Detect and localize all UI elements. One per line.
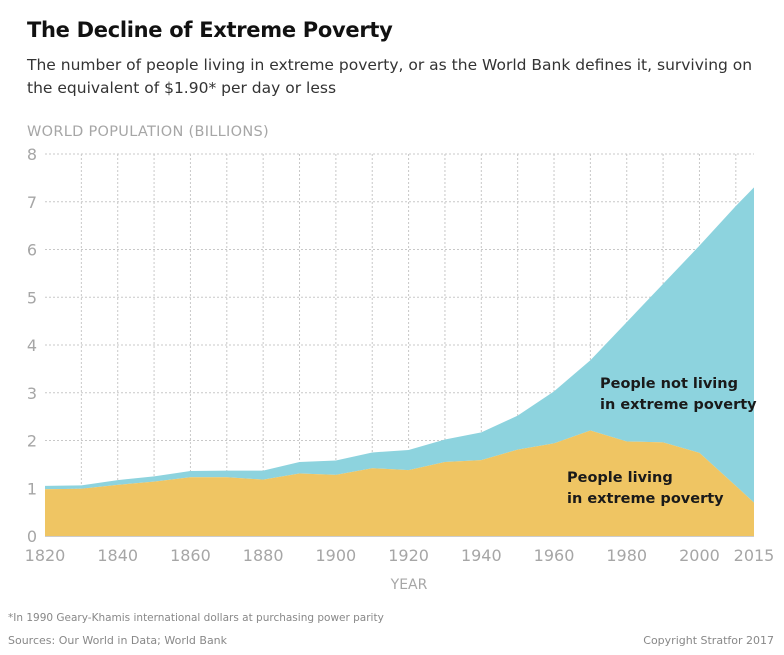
area-in-poverty: [45, 430, 754, 536]
x-tick-label: 1820: [25, 546, 66, 565]
x-tick-label: 1880: [243, 546, 284, 565]
x-tick-label: 2015: [734, 546, 775, 565]
y-tick-label: 2: [27, 432, 37, 451]
x-tick-label: 1940: [461, 546, 502, 565]
x-tick-label: 1920: [388, 546, 429, 565]
y-axis-label: WORLD POPULATION (BILLIONS): [27, 124, 269, 140]
series-label-not-in-poverty: People not living in extreme poverty: [600, 376, 757, 413]
y-tick-label: 7: [27, 193, 37, 212]
x-axis-label: YEAR: [390, 577, 428, 593]
series-label-in-poverty: People living in extreme poverty: [567, 470, 724, 507]
y-tick-label: 6: [27, 241, 37, 260]
x-tick-label: 1900: [316, 546, 357, 565]
area-chart: 0 1 2 3 4 5 6 7 8 1820 1840 1860 1880 1900 1920 1940 19…: [25, 145, 775, 593]
chart-title: The Decline of Extreme Poverty: [27, 18, 393, 42]
chart-subtitle: The number of people living in extreme p…: [27, 56, 753, 97]
y-tick-label: 4: [27, 336, 37, 355]
x-tick-label: 1840: [97, 546, 138, 565]
x-tick-label: 2000: [679, 546, 720, 565]
y-tick-label: 3: [27, 384, 37, 403]
copyright: Copyright Stratfor 2017: [643, 634, 774, 647]
x-tick-label: 1860: [170, 546, 211, 565]
y-tick-label: 5: [27, 288, 37, 307]
area-not-in-poverty: [45, 187, 754, 503]
x-tick-label: 1960: [534, 546, 575, 565]
y-tick-label: 1: [27, 479, 37, 498]
y-tick-label: 8: [27, 145, 37, 164]
footnote: *In 1990 Geary-Khamis international doll…: [8, 612, 384, 624]
y-tick-label: 0: [27, 527, 37, 546]
x-tick-label: 1980: [606, 546, 647, 565]
sources: Sources: Our World in Data; World Bank: [8, 634, 228, 647]
